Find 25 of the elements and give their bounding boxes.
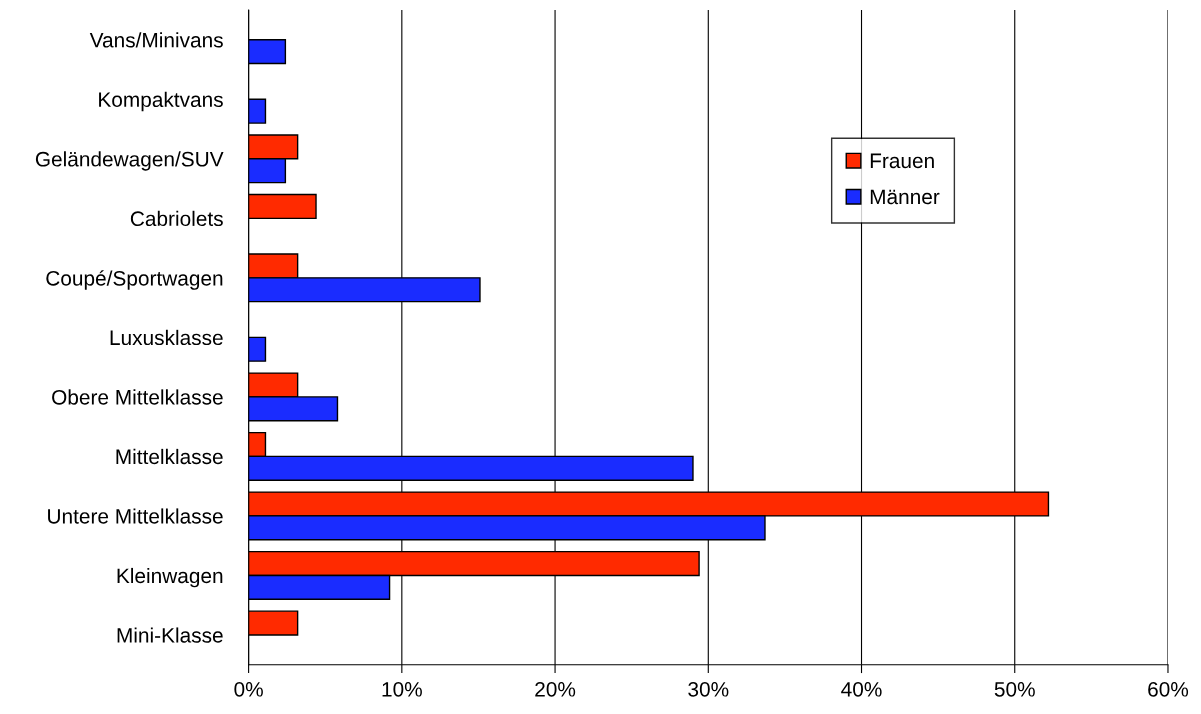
legend-label: Frauen bbox=[870, 153, 934, 169]
y-tick-label: Geländewagen/SUV bbox=[35, 151, 224, 171]
x-tick-label: 50% bbox=[994, 681, 1035, 697]
x-tick-label: 30% bbox=[688, 681, 729, 697]
y-tick-label: Coupé/Sportwagen bbox=[46, 270, 223, 290]
x-tick-label: 60% bbox=[1148, 681, 1189, 697]
y-tick-label: Kleinwagen bbox=[117, 567, 223, 588]
bar bbox=[248, 193, 317, 220]
y-tick-label: Kompaktvans bbox=[99, 91, 223, 112]
bar bbox=[248, 98, 267, 124]
y-tick-label: Luxusklasse bbox=[110, 329, 223, 346]
bar bbox=[248, 39, 287, 65]
x-tick-label: 40% bbox=[841, 681, 882, 697]
y-tick-label: Untere Mittelklasse bbox=[48, 508, 223, 524]
y-tick-label: Obere Mittelklasse bbox=[52, 389, 223, 405]
legend-label: Männer bbox=[870, 189, 940, 205]
y-tick-label: Vans/Minivans bbox=[89, 32, 223, 48]
bar bbox=[248, 610, 299, 636]
x-tick-label: 20% bbox=[535, 681, 576, 697]
y-tick-label: Cabriolets bbox=[130, 210, 223, 227]
y-tick-label: Mittelklasse bbox=[116, 448, 223, 465]
x-tick-label: 10% bbox=[382, 681, 422, 697]
bar bbox=[248, 336, 267, 362]
x-tick-label: 0% bbox=[234, 681, 263, 697]
y-tick-label: Mini-Klasse bbox=[117, 627, 223, 643]
